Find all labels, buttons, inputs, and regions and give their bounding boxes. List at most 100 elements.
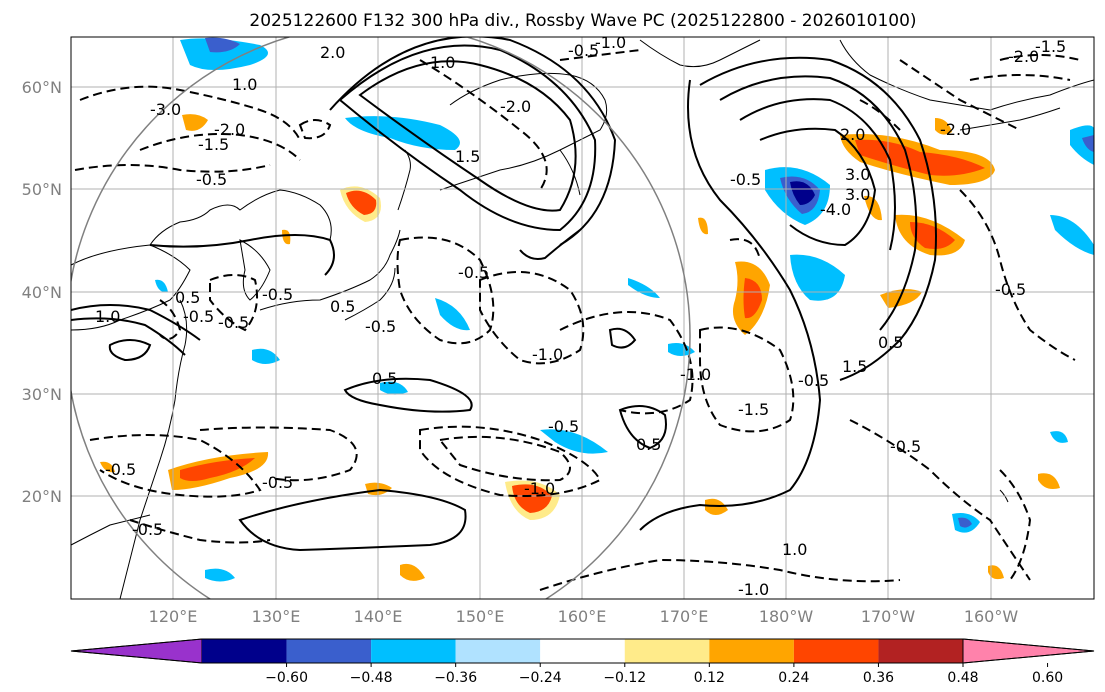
contour-label: -0.5: [890, 437, 921, 456]
coastline-sakhalin: [397, 149, 411, 211]
contour-label: -0.5: [365, 317, 396, 336]
shade-patch: [880, 289, 922, 308]
contour-positive: [358, 60, 577, 212]
colorbar-extend-max: [962, 638, 1095, 664]
lat-tick-label: 30°N: [22, 385, 62, 404]
colorbar-cell: [202, 639, 287, 663]
contour-label: -4.0: [820, 200, 851, 219]
coastline: [239, 239, 271, 301]
lon-tick-label: 170°W: [861, 607, 916, 626]
contour-positive: [639, 79, 822, 531]
contour-label: -1.5: [1035, 37, 1066, 56]
contour-label: -0.5: [548, 417, 579, 436]
contour-negative: [419, 425, 602, 497]
shade-patch: [790, 181, 815, 205]
contour-positive: [519, 229, 581, 260]
lat-tick-label: 40°N: [22, 283, 62, 302]
contour-label: -0.5: [132, 520, 163, 539]
contour-label: 0.5: [330, 297, 355, 316]
shade-patch: [435, 298, 470, 331]
colorbar-tick-label: −0.60: [265, 670, 308, 686]
contour-label: 1.0: [232, 75, 257, 94]
contour-negative: [479, 271, 585, 365]
coastline: [149, 189, 332, 246]
contour-positive: [338, 44, 597, 232]
contour-label: -3.0: [150, 100, 181, 119]
contour-negative: [729, 238, 761, 261]
contour-label: -2.0: [214, 120, 245, 139]
coastline: [119, 299, 188, 599]
contour-label: -0.5: [218, 313, 249, 332]
map-frame: [70, 36, 1095, 600]
shade-patch: [1050, 215, 1094, 255]
colorbar-cell: [793, 639, 879, 663]
contour-label: -0.5: [262, 285, 293, 304]
colorbar-tick-label: 0.24: [778, 670, 809, 686]
contour-label: -0.5: [568, 41, 599, 60]
contour-negative: [74, 164, 271, 173]
contour-negative: [159, 299, 182, 340]
shade-patch: [668, 343, 695, 356]
coastline: [639, 39, 761, 68]
colorbar-tick-label: 0.60: [1032, 670, 1063, 686]
shade-patch: [1082, 135, 1094, 152]
colorbar-cell: [624, 639, 710, 663]
contour-negative: [559, 49, 641, 61]
contour-negative: [969, 74, 1071, 81]
lon-tick-label: 120°E: [149, 607, 198, 626]
shade-patch: [512, 484, 552, 513]
contour-label: -1.5: [738, 400, 769, 419]
contour-label: -0.5: [458, 263, 489, 282]
contour-label: -0.5: [262, 473, 293, 492]
lat-tick-label: 20°N: [22, 487, 62, 506]
contour-positive: [329, 37, 617, 246]
lon-tick-label: 160°W: [964, 607, 1019, 626]
contour-label: -0.5: [105, 460, 136, 479]
shade-patch: [282, 229, 291, 245]
contour-label: 2.0: [840, 125, 865, 144]
coastline: [71, 244, 191, 331]
contour-label: -1.0: [738, 580, 769, 599]
contour-positive: [108, 339, 152, 362]
map-area: 2.0 -0.5 1.0 -2.0 -1.5 -1.0 1.0 -2.0 3.0…: [70, 33, 1095, 600]
longitude-labels: 120°E 130°E 140°E 150°E 160°E 170°E 180°…: [149, 607, 1019, 626]
colorbar-cell: [540, 639, 625, 663]
contour-positive: [719, 75, 918, 331]
shade-patch: [180, 38, 268, 70]
contour-label: 1.0: [95, 307, 120, 326]
contour-negative: [89, 434, 262, 498]
coastline-okhotsk: [439, 72, 608, 191]
contour-label: 1.5: [842, 357, 867, 376]
lon-tick-label: 160°E: [558, 607, 607, 626]
contour-positive: [618, 405, 667, 450]
colorbar-tick-label: −0.48: [350, 670, 393, 686]
contour-label: -1.0: [680, 365, 711, 384]
coastline-alaska: [839, 39, 1094, 111]
lon-tick-label: 130°E: [252, 607, 301, 626]
lat-tick-label: 60°N: [22, 78, 62, 97]
contour-positive: [71, 304, 201, 341]
contour-labels: 2.0 -0.5 1.0 -2.0 -1.5 -1.0 1.0 -2.0 3.0…: [95, 33, 1066, 599]
contour-negative: [209, 274, 258, 332]
colorbar-tick-label: −0.12: [603, 670, 646, 686]
contour-label: 3.0: [845, 165, 870, 184]
contour-label: -0.5: [995, 280, 1026, 299]
colorbar-tick-label: 0.12: [694, 670, 725, 686]
contour-negative: [79, 85, 301, 141]
lon-tick-label: 140°E: [354, 607, 403, 626]
shade-patch: [346, 190, 377, 215]
contour-positive: [608, 327, 637, 349]
contour-label: -0.5: [798, 371, 829, 390]
lon-tick-label: 170°E: [660, 607, 709, 626]
colorbar-cell: [286, 639, 372, 663]
shade-patch: [252, 348, 280, 364]
colorbar-tick-label: −0.24: [519, 670, 562, 686]
contour-label: -2.0: [940, 120, 971, 139]
latitude-labels: 60°N 50°N 40°N 30°N 20°N: [22, 78, 62, 506]
coastline-kamchatka: [559, 149, 581, 196]
contour-negative: [139, 133, 301, 161]
contour-label: -2.0: [500, 97, 531, 116]
divergence-shading: [100, 37, 1094, 582]
contours-negative: [74, 49, 1081, 591]
